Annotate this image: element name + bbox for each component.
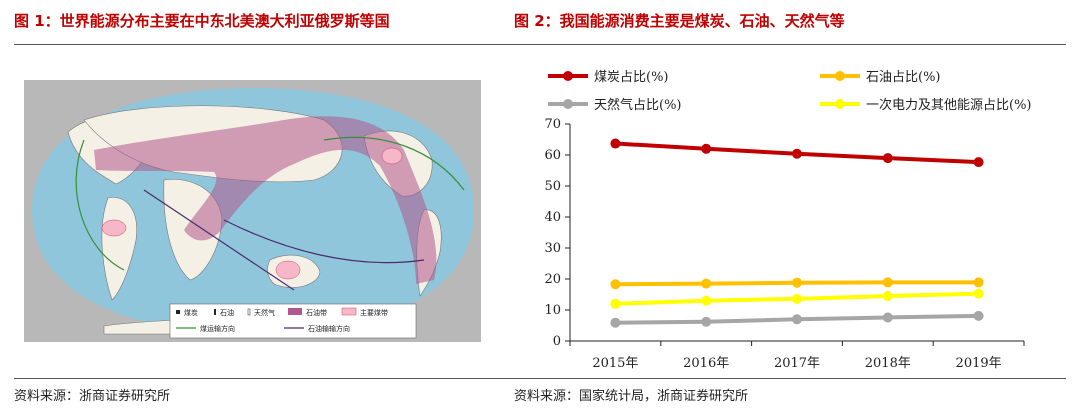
series-point xyxy=(973,277,984,288)
legend-marker xyxy=(563,71,573,81)
y-tick-label: 60 xyxy=(544,148,561,163)
series-point xyxy=(610,279,621,290)
legend-marker xyxy=(835,71,845,81)
world-energy-map: 煤炭 石油 天然气 石油带 主要煤带 煤运输方向 石油输输方向 xyxy=(24,80,481,342)
oil-belt-legend-label: 石油带 xyxy=(306,308,327,317)
oil-belt-legend-swatch xyxy=(288,308,302,315)
series-point xyxy=(792,148,802,159)
chart-series xyxy=(610,138,984,328)
right-panel: 图 2：我国能源消费主要是煤炭、石油、天然气等 煤炭占比(%) 石油占比(%) 天然… xyxy=(514,0,1066,412)
oil-belt-area xyxy=(94,116,437,284)
series-point xyxy=(792,293,802,304)
y-tick-label: 30 xyxy=(544,241,561,256)
coal-legend-marker xyxy=(176,310,180,314)
series-point xyxy=(792,277,802,288)
series-point xyxy=(792,314,802,325)
series-point xyxy=(973,288,984,299)
energy-share-line-chart: 煤炭占比(%) 石油占比(%) 天然气占比(%) 一次电力及其他能源占比(%) 0 10… xyxy=(544,70,1032,371)
legend-label: 煤炭占比(%) xyxy=(594,70,669,85)
series-point xyxy=(882,291,893,302)
legend-label: 天然气占比(%) xyxy=(594,97,682,113)
series-point xyxy=(973,157,984,168)
series-point xyxy=(610,298,621,309)
chart-legend: 煤炭占比(%) 石油占比(%) 天然气占比(%) 一次电力及其他能源占比(%) xyxy=(548,70,1032,113)
x-tick-label: 2017年 xyxy=(774,356,820,371)
x-tick-label: 2018年 xyxy=(865,356,911,371)
series-point xyxy=(973,310,984,321)
y-tick-label: 70 xyxy=(544,117,561,132)
right-figure-title: 图 2：我国能源消费主要是煤炭、石油、天然气等 xyxy=(514,12,845,30)
left-top-rule xyxy=(14,44,536,45)
coal-legend-label: 煤炭 xyxy=(184,308,198,317)
oil-legend-label: 石油 xyxy=(220,308,234,317)
legend-label: 石油占比(%) xyxy=(866,70,941,85)
oil-legend-marker xyxy=(214,309,216,315)
coal-belt-patch xyxy=(101,219,127,237)
oil-route-line xyxy=(143,189,295,291)
gas-legend-label: 天然气 xyxy=(254,308,275,317)
right-source-note: 资料来源：国家统计局，浙商证券研究所 xyxy=(514,389,749,404)
x-tick-label: 2016年 xyxy=(683,356,729,371)
series-point xyxy=(701,316,712,327)
series-point xyxy=(701,295,712,306)
legend-label: 一次电力及其他能源占比(%) xyxy=(866,97,1032,113)
left-bottom-rule xyxy=(14,378,536,379)
oil-route-line xyxy=(223,219,425,264)
series-point xyxy=(882,312,893,323)
coal-belt-patch xyxy=(275,260,301,280)
series-point xyxy=(882,277,893,288)
series-point xyxy=(701,278,712,289)
x-tick-label: 2015年 xyxy=(592,356,638,371)
series-point xyxy=(701,143,712,154)
series-point xyxy=(882,153,893,164)
coal-belt-legend-label: 主要煤带 xyxy=(360,308,388,317)
y-tick-label: 10 xyxy=(544,303,561,318)
chart-axes: 0 10 20 30 40 50 60 70 2015年 2016年 2017年 2018年 2019年 xyxy=(544,117,1025,371)
legend-marker xyxy=(563,99,573,109)
oil-route-legend-label: 石油输输方向 xyxy=(308,324,350,333)
coal-route-line xyxy=(75,139,125,271)
coal-route-legend-label: 煤运输方向 xyxy=(200,324,235,333)
right-top-rule xyxy=(514,44,1066,45)
left-figure-title: 图 1：世界能源分布主要在中东北美澳大利亚俄罗斯等国 xyxy=(14,12,390,30)
y-tick-label: 50 xyxy=(544,179,561,194)
left-source-note: 资料来源：浙商证券研究所 xyxy=(14,389,171,404)
coal-belt-legend-swatch xyxy=(341,307,357,316)
left-panel: 图 1：世界能源分布主要在中东北美澳大利亚俄罗斯等国 煤炭 石油 天然气 xyxy=(14,0,536,412)
coal-belt-patch xyxy=(381,147,403,165)
right-bottom-rule xyxy=(514,378,1066,379)
legend-marker xyxy=(835,99,845,109)
x-tick-label: 2019年 xyxy=(956,356,1002,371)
series-point xyxy=(610,138,621,149)
series-point xyxy=(610,317,621,328)
gas-legend-marker xyxy=(247,308,251,316)
coal-route-line xyxy=(323,136,465,191)
y-tick-label: 20 xyxy=(544,272,561,287)
y-tick-label: 0 xyxy=(553,334,561,349)
y-tick-label: 40 xyxy=(544,210,561,225)
